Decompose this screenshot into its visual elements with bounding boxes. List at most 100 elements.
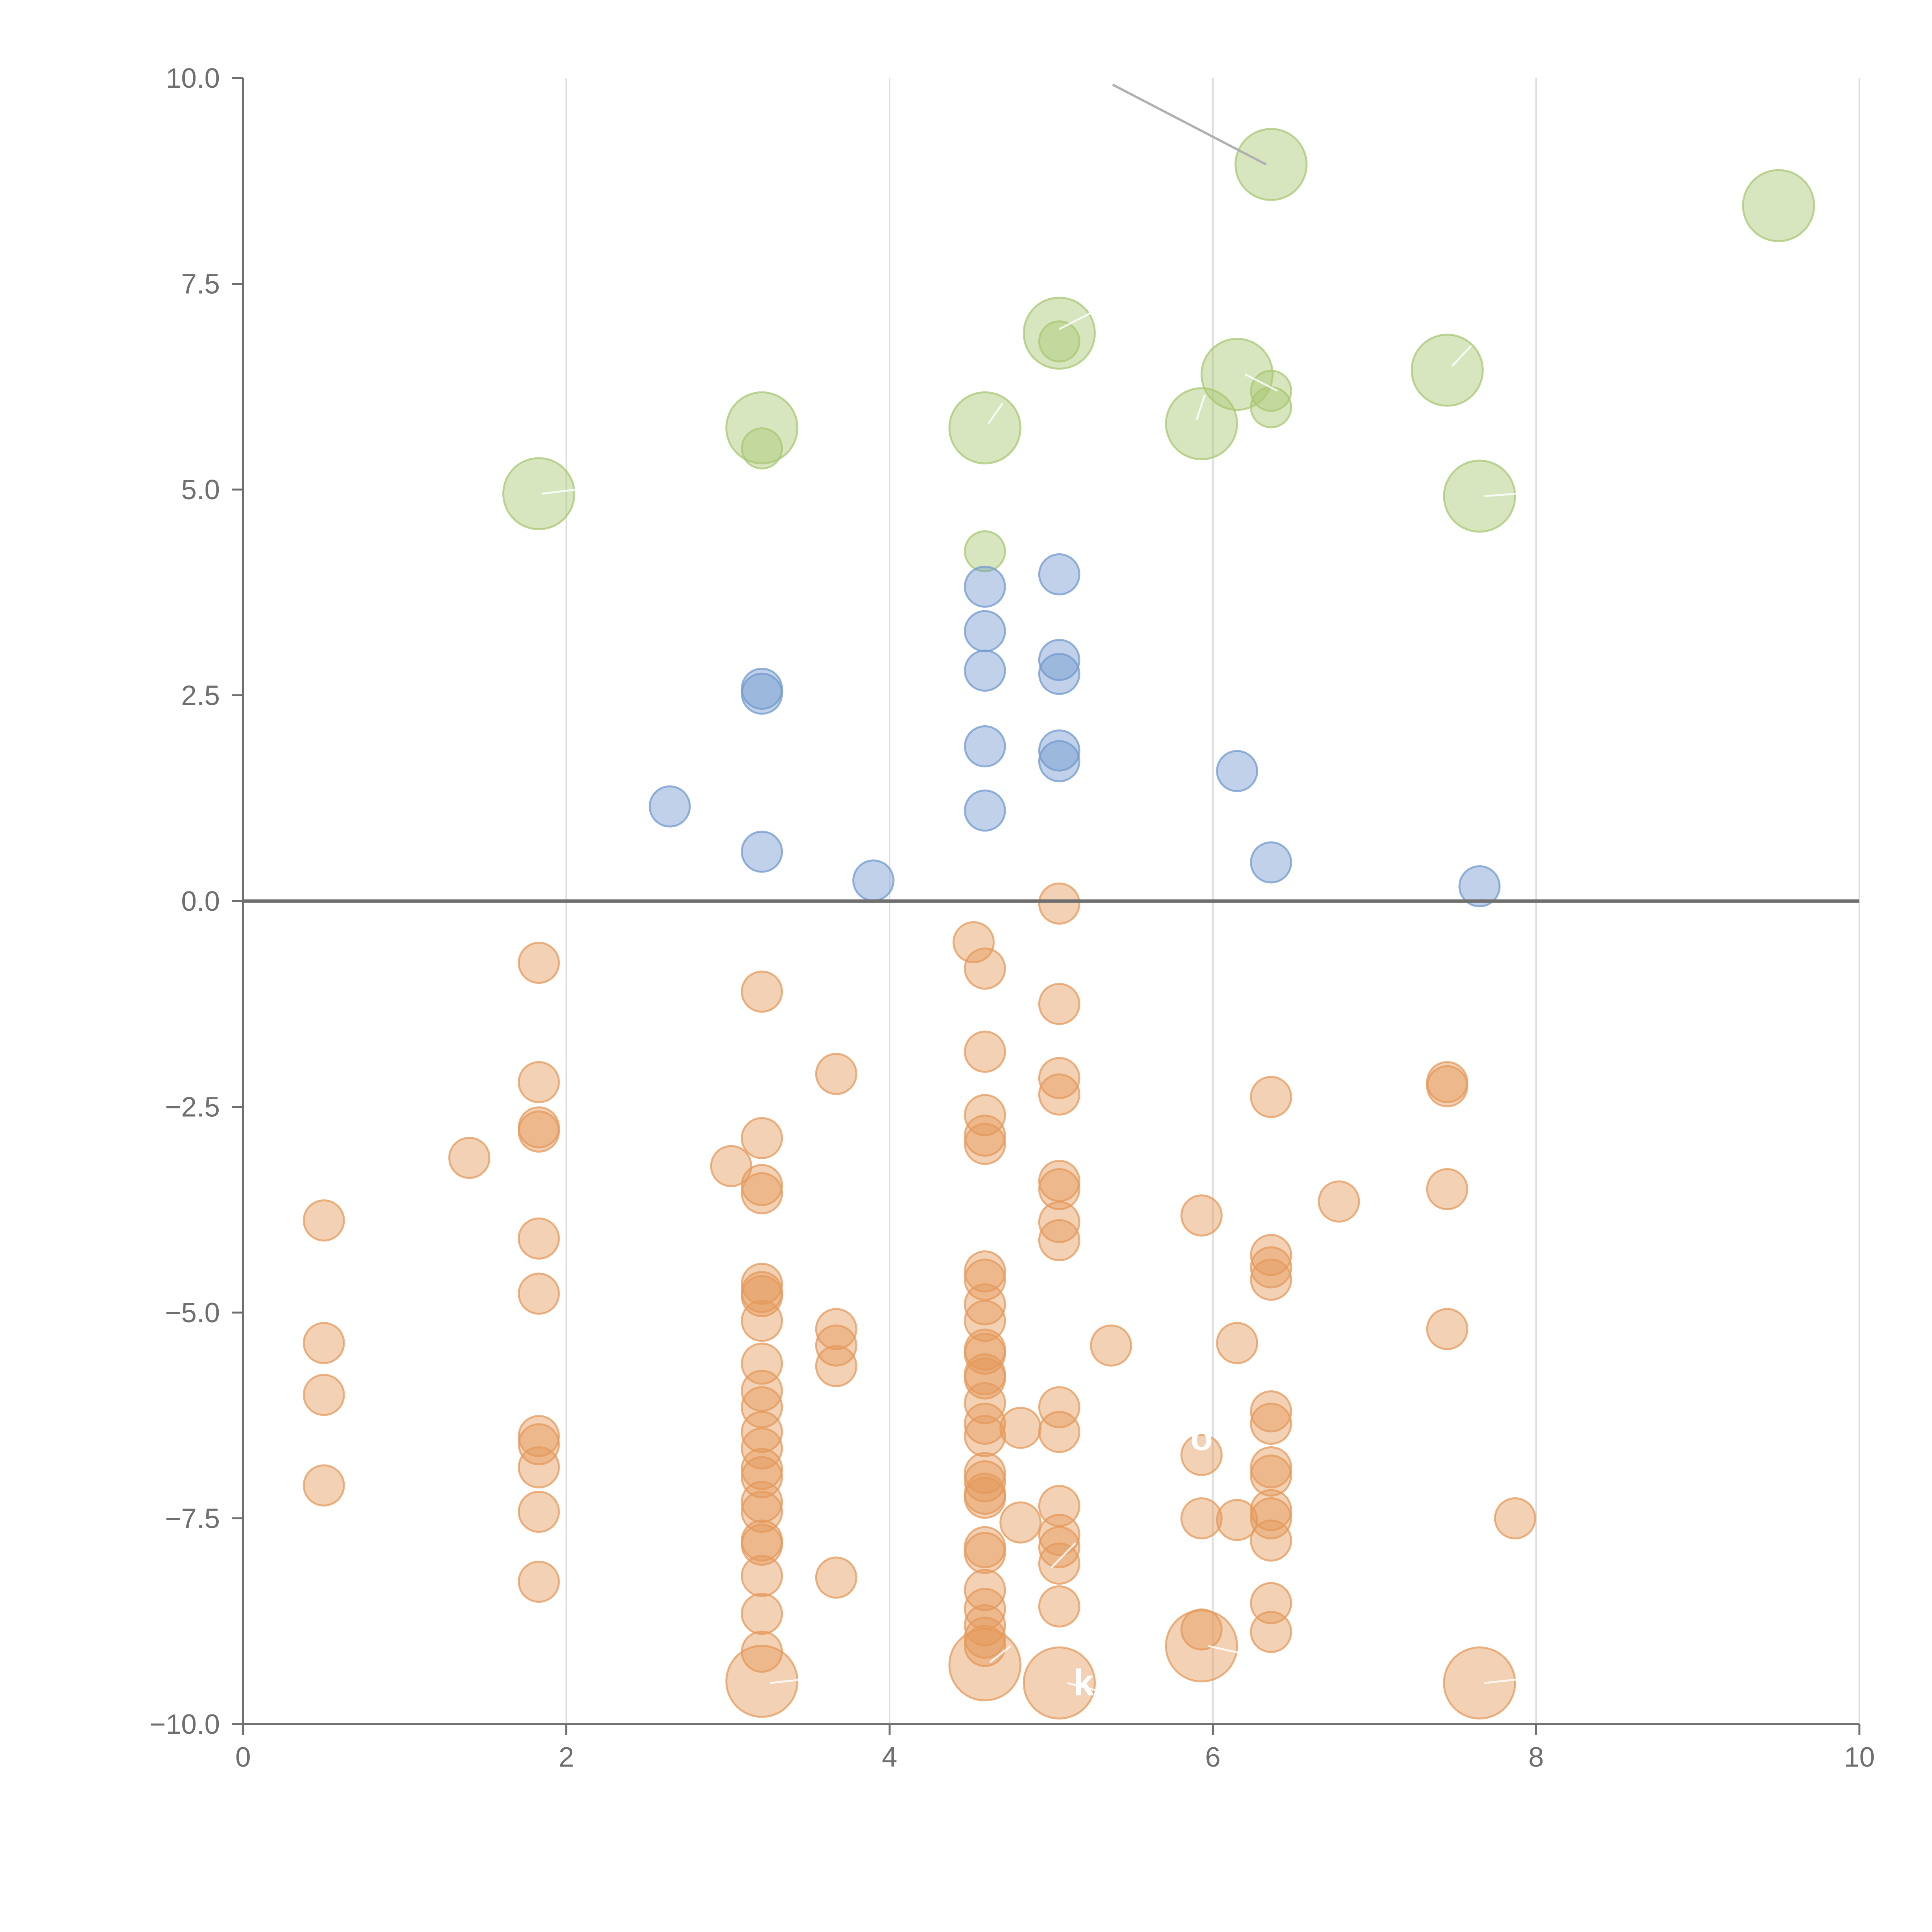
point-orange-2	[303, 1374, 345, 1416]
data-points	[303, 128, 1815, 1719]
point-orange-81	[1038, 1168, 1080, 1210]
point-orange-87	[1038, 1514, 1080, 1556]
point-orange-33	[741, 1490, 783, 1533]
point-orange-4	[448, 1137, 491, 1179]
connector-line-2	[987, 402, 1004, 425]
connector-line-9	[1067, 1682, 1100, 1692]
point-blue-17	[1458, 865, 1501, 908]
point-orange-44	[815, 1556, 857, 1599]
point-blue-14	[1038, 740, 1080, 782]
connector-lines	[542, 83, 1524, 1692]
point-green-3	[948, 391, 1022, 464]
point-green-11	[1250, 386, 1292, 429]
point-orange-82	[1038, 1201, 1080, 1243]
axes: 0 2 4 6 8 10 10.0 7.5 5.0 2.5 0.0 −2.5 −5.0 −7.5 −10.0	[150, 63, 1875, 1773]
point-orange-9	[517, 1217, 560, 1260]
point-orange-72	[964, 1625, 1006, 1667]
connector-line-11	[1484, 1678, 1524, 1684]
annotation-label: o	[1190, 1417, 1213, 1458]
annotations: ok	[1073, 1417, 1213, 1704]
point-orange-113	[1318, 1180, 1360, 1223]
point-orange-5	[517, 942, 560, 984]
point-orange-68	[964, 1569, 1006, 1611]
point-orange-73	[948, 1628, 1022, 1702]
point-orange-41	[815, 1308, 857, 1350]
point-orange-45	[952, 921, 995, 963]
point-blue-8	[964, 725, 1006, 768]
point-orange-61	[964, 1415, 1006, 1457]
point-orange-99	[1216, 1499, 1259, 1541]
connector-line-5	[1451, 345, 1472, 367]
point-orange-116	[1426, 1168, 1468, 1210]
point-orange-117	[1426, 1308, 1468, 1350]
point-orange-40	[815, 1053, 857, 1095]
point-orange-35	[741, 1524, 783, 1566]
point-orange-3	[303, 1464, 345, 1507]
point-orange-65	[964, 1476, 1006, 1519]
point-orange-100	[1250, 1076, 1292, 1118]
point-orange-36	[741, 1555, 783, 1597]
y-tick-label: −7.5	[165, 1503, 220, 1534]
point-orange-88	[1038, 1526, 1080, 1568]
y-tick-label: 10.0	[166, 63, 220, 94]
point-orange-110	[1250, 1519, 1292, 1562]
point-orange-78	[1038, 1057, 1080, 1099]
point-orange-118	[1443, 1646, 1516, 1719]
point-blue-6	[964, 610, 1006, 652]
point-orange-28	[741, 1411, 783, 1453]
x-tick-label: 6	[1205, 1742, 1221, 1773]
point-orange-111	[1250, 1582, 1292, 1624]
point-orange-60	[964, 1403, 1006, 1445]
connector-line-1	[1059, 311, 1092, 330]
point-orange-102	[1250, 1246, 1292, 1289]
connector-line-6	[1484, 493, 1517, 497]
y-tick-label: −2.5	[165, 1092, 220, 1123]
point-blue-12	[1038, 653, 1080, 695]
point-orange-97	[1165, 1609, 1238, 1683]
point-blue-3	[741, 830, 783, 873]
point-orange-58	[964, 1357, 1006, 1400]
x-tick-label: 0	[235, 1742, 251, 1773]
point-orange-107	[1250, 1454, 1292, 1497]
point-orange-37	[741, 1593, 783, 1635]
point-orange-105	[1250, 1403, 1292, 1445]
point-green-13	[1443, 459, 1516, 533]
point-green-4	[964, 530, 1006, 573]
point-orange-20	[741, 1172, 783, 1214]
point-orange-74	[999, 1406, 1042, 1449]
point-orange-84	[1038, 1386, 1080, 1429]
point-orange-47	[964, 1031, 1006, 1073]
point-orange-1	[303, 1322, 345, 1364]
point-orange-0	[303, 1199, 345, 1242]
point-green-14	[1742, 169, 1815, 242]
point-blue-9	[964, 789, 1006, 832]
point-green-10	[1250, 369, 1292, 412]
point-orange-91	[1022, 1646, 1096, 1719]
point-orange-94	[1180, 1434, 1223, 1476]
x-tick-label: 8	[1528, 1742, 1544, 1773]
point-blue-2	[741, 672, 783, 715]
point-orange-46	[964, 947, 1006, 990]
connector-line-4	[1245, 373, 1278, 392]
point-orange-39	[725, 1645, 799, 1718]
point-orange-14	[517, 1490, 560, 1533]
point-orange-90	[1038, 1585, 1080, 1628]
point-orange-13	[517, 1446, 560, 1488]
point-orange-77	[1038, 983, 1080, 1025]
point-blue-7	[964, 650, 1006, 692]
connector-line-7	[770, 1678, 809, 1684]
point-blue-4	[852, 859, 895, 902]
point-orange-24	[741, 1299, 783, 1342]
connector-line-grey	[1112, 83, 1267, 166]
point-blue-15	[1216, 750, 1259, 792]
point-green-2	[741, 427, 783, 469]
point-orange-75	[999, 1501, 1042, 1544]
point-orange-10	[517, 1272, 560, 1315]
point-blue-5	[964, 565, 1006, 608]
connector-line-3	[1196, 395, 1206, 420]
y-tick-label: −5.0	[165, 1298, 220, 1328]
connector-line-0	[542, 488, 576, 495]
point-orange-79	[1038, 1073, 1080, 1116]
point-orange-93	[1180, 1194, 1223, 1237]
